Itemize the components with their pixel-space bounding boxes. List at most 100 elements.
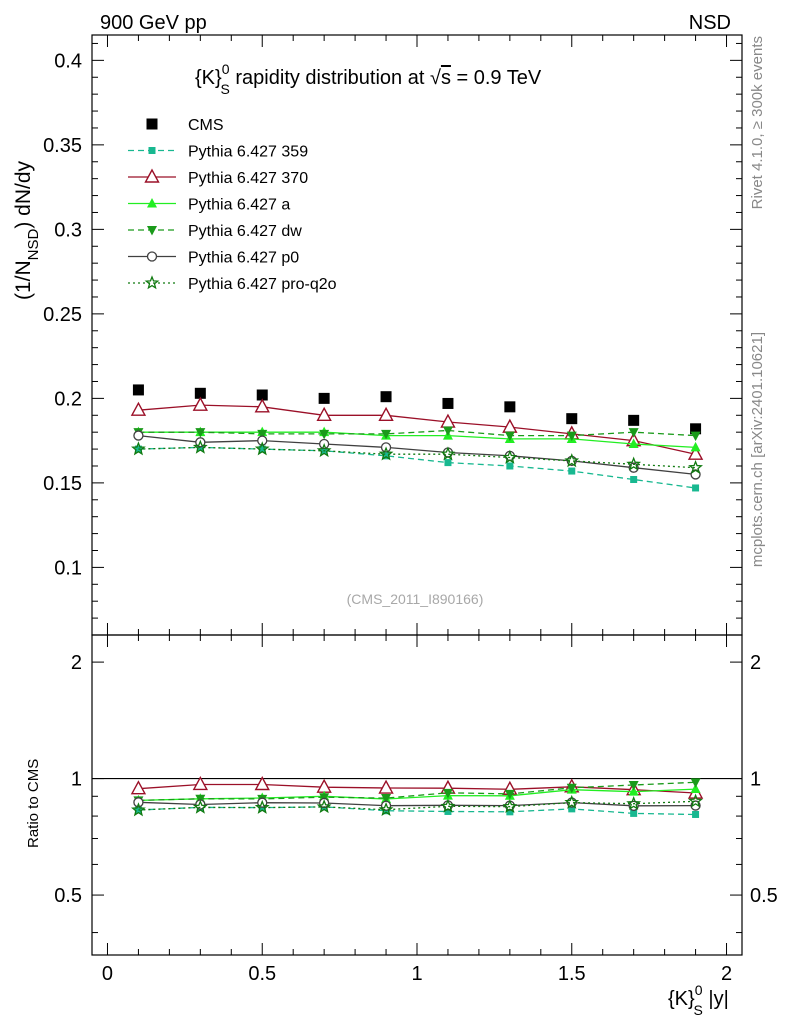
legend-marker <box>147 198 157 208</box>
data-point <box>564 453 580 468</box>
data-point <box>130 401 147 416</box>
data-point <box>692 484 700 492</box>
data-point <box>568 467 576 475</box>
data-point <box>442 426 453 436</box>
chart-title: {K}0 S rapidity distribution at √s = 0.9 … <box>195 61 542 97</box>
data-point <box>318 392 330 404</box>
series-line <box>138 446 696 489</box>
data-point <box>628 414 640 426</box>
ratio-series-pa <box>133 783 701 805</box>
legend-label: Pythia 6.427 dw <box>188 223 302 240</box>
ratio-tick-label: 2 <box>750 652 761 674</box>
data-point <box>504 401 516 413</box>
ratio-line <box>138 801 696 807</box>
ratio-point <box>688 793 703 808</box>
series-line <box>138 404 696 455</box>
legend-label: Pythia 6.427 a <box>188 197 290 214</box>
ratio-point <box>192 799 208 814</box>
data-point <box>257 435 268 446</box>
ratio-panel-frame <box>91 634 743 956</box>
legend-item-pdw: Pythia 6.427 dw <box>128 223 302 240</box>
data-point <box>440 446 456 461</box>
ratio-line <box>138 806 696 816</box>
data-point <box>319 429 330 440</box>
data-point <box>254 441 270 456</box>
ratio-point <box>444 807 452 815</box>
ratio-point <box>254 799 270 814</box>
data-point <box>690 431 701 442</box>
ratio-point <box>131 802 146 817</box>
ratio-tick-label: 1 <box>750 769 761 791</box>
legend-marker <box>146 118 158 130</box>
ratio-point <box>628 780 639 791</box>
data-point <box>502 449 518 464</box>
ratio-series-pq2o <box>131 793 703 817</box>
series-line <box>138 434 696 476</box>
y-tick-label: 0.2 <box>54 388 82 410</box>
ratio-point <box>316 778 332 793</box>
ratio-tick-label: 1 <box>71 769 82 791</box>
ratio-line <box>138 783 696 794</box>
data-point <box>630 476 638 484</box>
data-point <box>258 445 266 453</box>
series-line <box>138 431 696 449</box>
data-point <box>380 391 392 403</box>
ratio-point <box>690 783 701 794</box>
series-layer <box>130 384 704 492</box>
legend: CMS Pythia 6.427 359 Pythia 6.427 370 Pythi… <box>128 117 337 293</box>
legend-marker <box>146 251 158 262</box>
legend-item-p370: Pythia 6.427 370 <box>128 168 308 187</box>
y-tick-label: 0.15 <box>43 473 82 495</box>
legend-label: CMS <box>188 117 224 134</box>
ratio-point <box>566 783 577 794</box>
ratio-point <box>568 805 576 813</box>
mcplots-source-label: mcplots.cern.ch [arXiv:2401.10621] <box>749 332 766 567</box>
data-point <box>628 428 639 438</box>
rivet-version-label: Rivet 4.1.0, ≥ 300k events <box>749 36 766 209</box>
header-energy-label: 900 GeV pp <box>100 12 207 34</box>
ratio-point <box>564 794 580 809</box>
data-point <box>194 387 206 399</box>
ticks-layer: 0 0.5 1 1.5 2 0.1 0.15 0.2 0.25 0.3 0.35 0.4 0.5 0.5 1… <box>43 35 778 985</box>
series-pq2o <box>131 439 703 474</box>
legend-label: Pythia 6.427 pro-q2o <box>188 276 337 293</box>
data-point <box>566 431 577 442</box>
data-point <box>378 406 394 421</box>
ratio-point <box>626 795 642 811</box>
data-point <box>192 439 208 454</box>
data-point <box>690 423 702 435</box>
data-point <box>690 441 701 452</box>
legend-item-pa: Pythia 6.427 a <box>128 197 290 214</box>
data-point <box>628 438 639 449</box>
y-tick-label: 0.4 <box>54 50 82 72</box>
ratio-axis-label: Ratio to CMS <box>25 759 42 848</box>
ratio-series-pp0 <box>133 797 701 811</box>
data-point <box>687 445 704 460</box>
series-pp0 <box>133 430 701 480</box>
ratio-point <box>692 810 700 818</box>
data-point <box>626 456 642 471</box>
ratio-point <box>378 801 394 817</box>
ratio-tick-label: 0.5 <box>750 885 778 907</box>
ratio-tick-label: 0.5 <box>54 885 82 907</box>
data-point <box>504 431 515 442</box>
data-point <box>132 384 144 396</box>
ratio-line <box>138 781 696 802</box>
data-point <box>382 452 390 460</box>
legend-marker <box>144 168 160 183</box>
ratio-point <box>502 798 518 813</box>
legend-marker <box>147 226 157 236</box>
y-axis-label: (1/NNSD) dN/dy <box>12 160 42 300</box>
data-point <box>256 389 268 401</box>
ratio-layer <box>130 776 704 818</box>
legend-item-p359: Pythia 6.427 359 <box>128 144 308 161</box>
ratio-series-pdw <box>133 778 701 806</box>
ratio-point <box>630 809 638 817</box>
data-point <box>444 459 452 467</box>
legend-item-cms: CMS <box>146 117 224 134</box>
y-tick-label: 0.1 <box>54 557 82 579</box>
data-point <box>378 446 394 461</box>
series-cms <box>132 384 702 435</box>
ratio-point <box>690 778 701 788</box>
